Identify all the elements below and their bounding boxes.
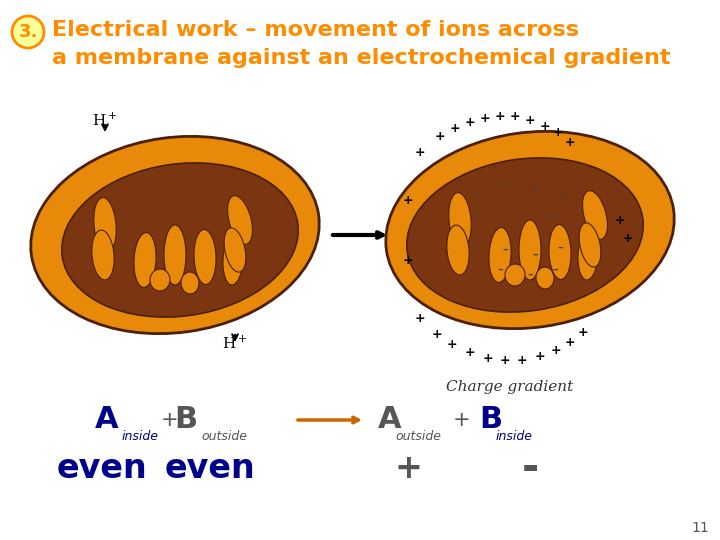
Text: +: + <box>402 193 413 206</box>
Text: +: + <box>446 339 457 352</box>
Ellipse shape <box>519 220 541 280</box>
Text: +: + <box>510 111 521 124</box>
Ellipse shape <box>181 272 199 294</box>
Text: –: – <box>532 250 538 260</box>
Text: H$^+$: H$^+$ <box>222 334 248 352</box>
Ellipse shape <box>489 227 511 282</box>
Ellipse shape <box>449 193 471 247</box>
Text: inside: inside <box>122 430 159 443</box>
Text: +: + <box>553 126 563 139</box>
Text: +: + <box>432 327 442 341</box>
Text: +: + <box>394 451 422 484</box>
Text: +: + <box>464 347 475 360</box>
Text: outside: outside <box>201 430 247 443</box>
Text: +: + <box>161 410 179 430</box>
Ellipse shape <box>549 225 571 280</box>
Text: +: + <box>615 213 625 226</box>
Text: +: + <box>435 131 445 144</box>
Text: +: + <box>500 354 510 368</box>
Text: –: – <box>498 265 503 275</box>
Text: +: + <box>415 145 426 159</box>
Text: A: A <box>94 406 118 435</box>
Text: +: + <box>450 122 460 134</box>
Ellipse shape <box>194 230 216 285</box>
Ellipse shape <box>223 235 243 285</box>
Text: –: – <box>532 185 538 195</box>
Text: +: + <box>480 111 490 125</box>
Text: +: + <box>415 312 426 325</box>
Text: +: + <box>623 232 634 245</box>
Text: -: - <box>521 447 539 489</box>
Ellipse shape <box>536 267 554 289</box>
Text: inside: inside <box>496 430 533 443</box>
Text: –: – <box>472 190 478 200</box>
Text: 3.: 3. <box>18 23 37 41</box>
Text: +: + <box>577 327 588 340</box>
Ellipse shape <box>228 195 253 244</box>
Text: +: + <box>564 335 575 348</box>
Text: –: – <box>557 190 563 200</box>
Text: +: + <box>564 136 575 148</box>
Text: –: – <box>502 245 508 255</box>
Text: +: + <box>464 116 475 129</box>
Text: +: + <box>495 110 505 123</box>
Ellipse shape <box>505 264 525 286</box>
Ellipse shape <box>578 230 598 280</box>
Ellipse shape <box>134 233 156 287</box>
Text: Electrical work – movement of ions across: Electrical work – movement of ions acros… <box>52 20 579 40</box>
Text: –: – <box>527 270 533 280</box>
Text: B: B <box>174 406 197 435</box>
Text: +: + <box>517 354 527 367</box>
Text: +: + <box>551 343 562 356</box>
Text: a membrane against an electrochemical gradient: a membrane against an electrochemical gr… <box>52 48 670 68</box>
Text: –: – <box>552 265 558 275</box>
Ellipse shape <box>582 191 608 239</box>
Ellipse shape <box>150 269 170 291</box>
Text: Charge gradient: Charge gradient <box>446 380 574 394</box>
Ellipse shape <box>407 158 643 312</box>
Text: 11: 11 <box>691 521 709 535</box>
Text: +: + <box>482 352 493 365</box>
Text: –: – <box>502 180 508 190</box>
Text: even: even <box>165 451 256 484</box>
Text: +: + <box>402 253 413 267</box>
Ellipse shape <box>447 225 469 275</box>
Text: H$^+$: H$^+$ <box>92 111 117 129</box>
Text: A: A <box>378 406 402 435</box>
Ellipse shape <box>164 225 186 285</box>
Ellipse shape <box>579 223 601 267</box>
Text: +: + <box>453 410 471 430</box>
Text: –: – <box>472 210 478 220</box>
Ellipse shape <box>92 230 114 280</box>
Text: outside: outside <box>395 430 441 443</box>
Ellipse shape <box>31 137 319 334</box>
Text: +: + <box>525 113 535 126</box>
Text: –: – <box>552 210 558 220</box>
Ellipse shape <box>94 198 116 252</box>
Text: +: + <box>540 120 550 133</box>
Ellipse shape <box>386 131 674 329</box>
Text: even: even <box>57 451 148 484</box>
Ellipse shape <box>62 163 298 317</box>
Text: –: – <box>472 240 478 250</box>
Text: +: + <box>535 350 545 363</box>
Text: –: – <box>557 243 563 253</box>
Text: B: B <box>479 406 502 435</box>
Circle shape <box>12 16 44 48</box>
Ellipse shape <box>224 228 246 272</box>
